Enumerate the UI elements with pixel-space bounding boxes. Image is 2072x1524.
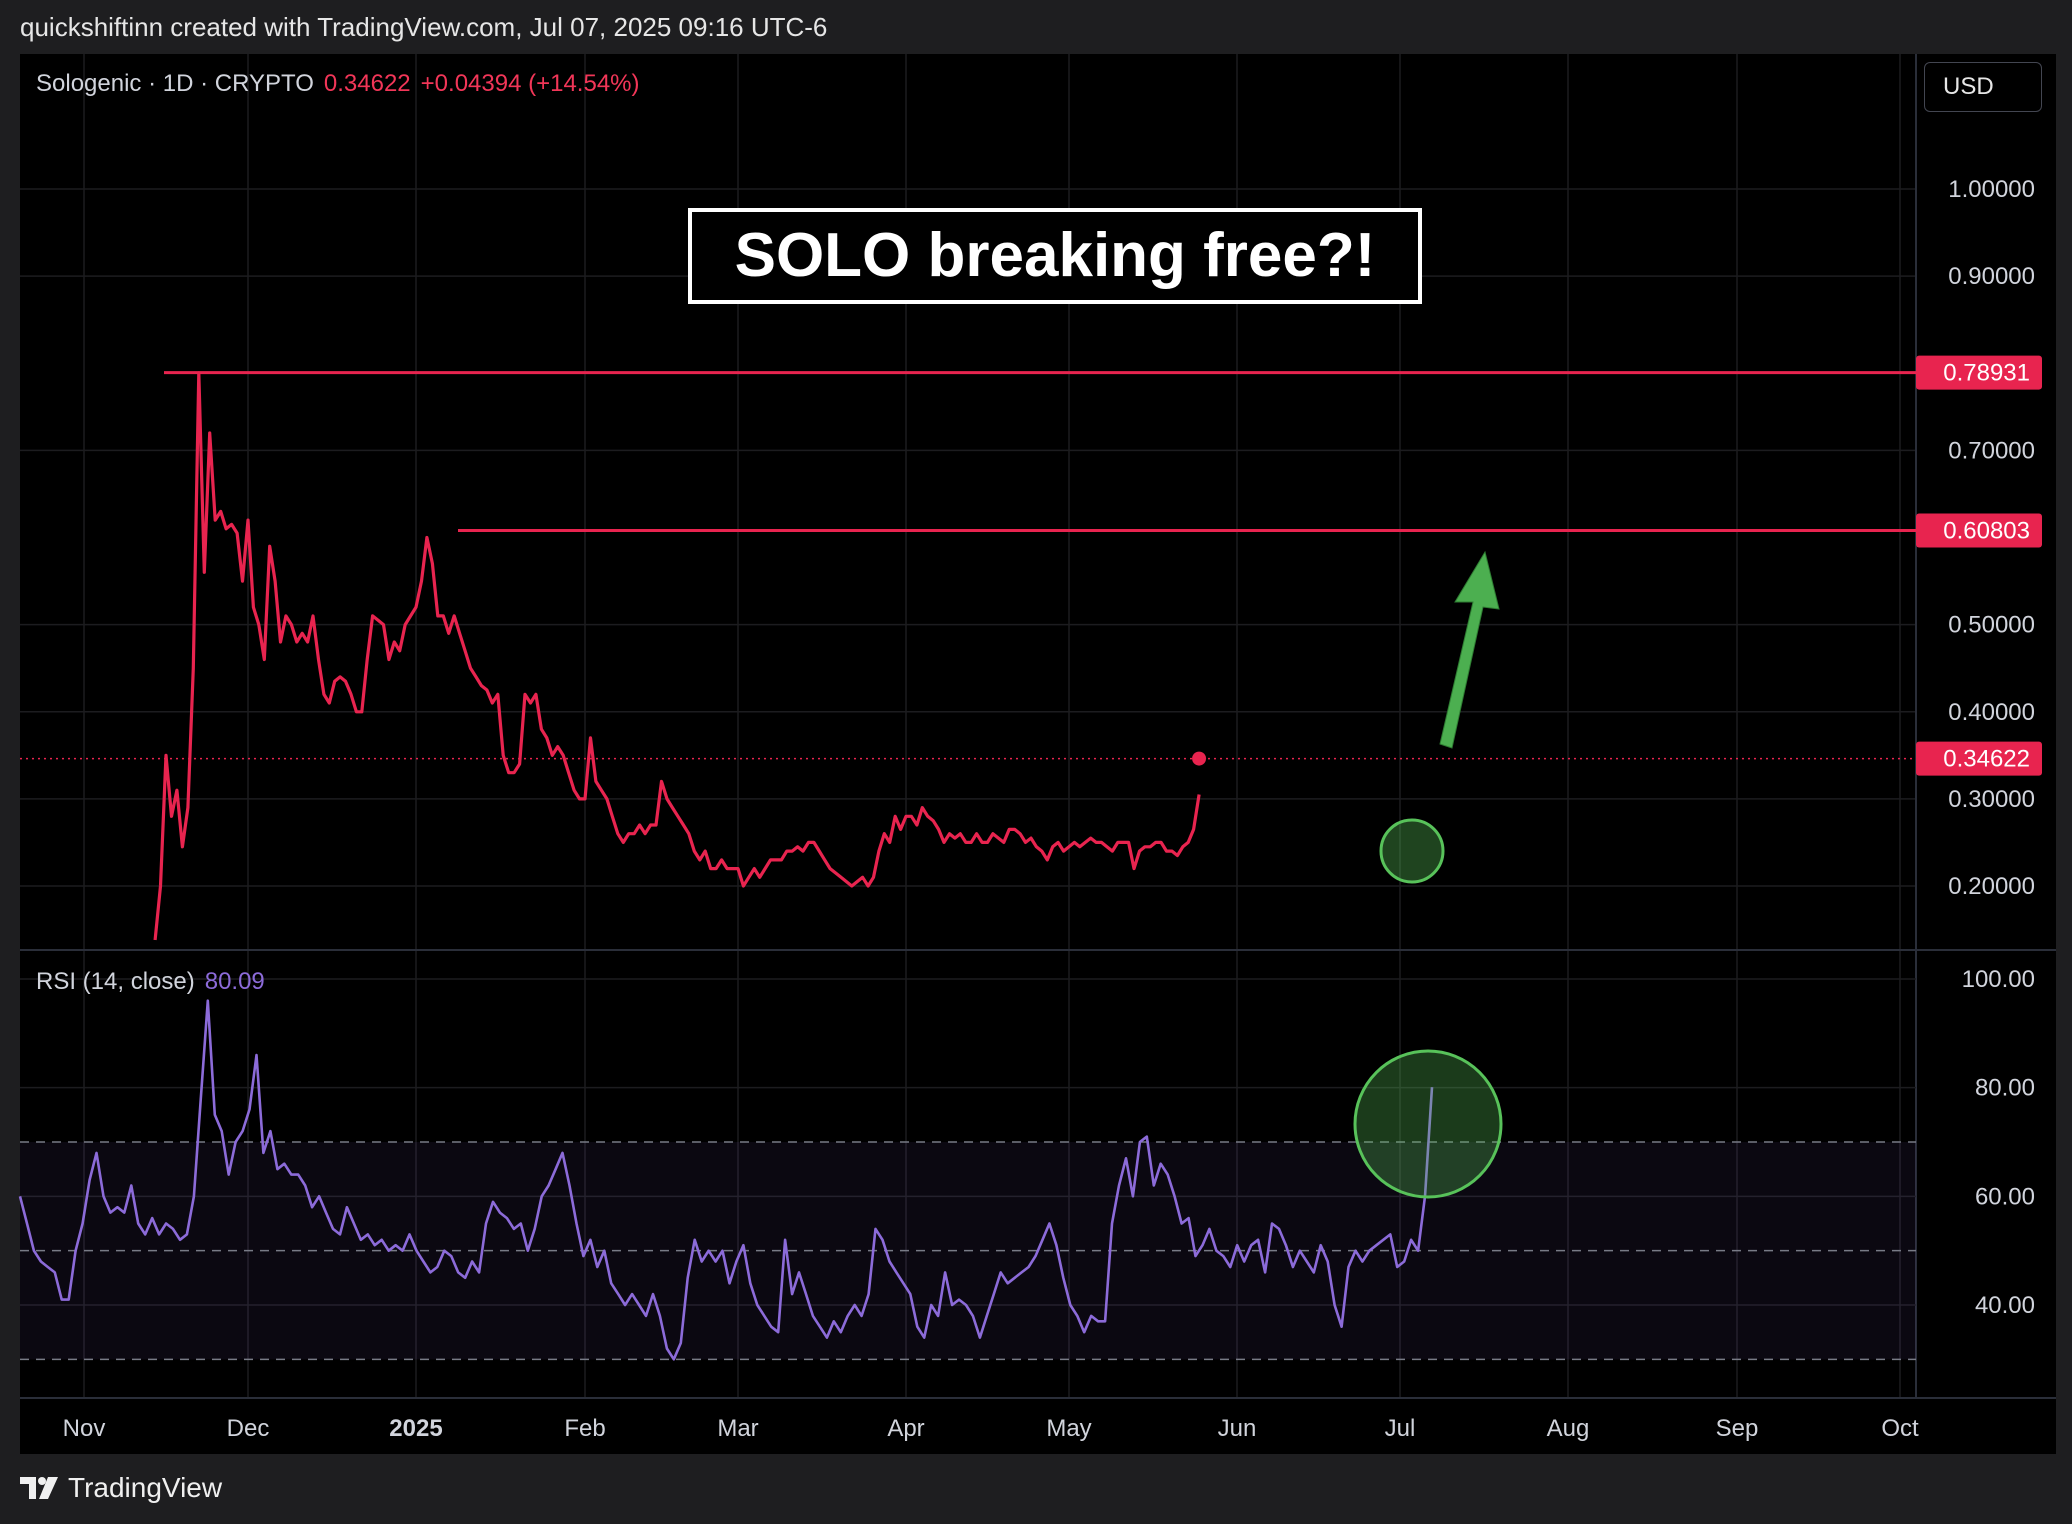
rsi-tick-label: 60.00 — [1975, 1183, 2035, 1210]
rsi-tick-label: 80.00 — [1975, 1075, 2035, 1102]
level-tag-mid: 0.60803 — [1943, 518, 2030, 545]
symbol-price: 0.34622 — [323, 70, 411, 97]
breakout-circle-price — [1379, 818, 1445, 884]
rsi-tick-label: 40.00 — [1975, 1292, 2035, 1319]
price-tick-label: 1.00000 — [1948, 176, 2035, 203]
annotation-title: SOLO breaking free?! — [735, 221, 1376, 290]
axes: 1.00000 0.90000 0.70000 0.50000 0.40000 0.300… — [63, 176, 2042, 1442]
time-tick-label: Oct — [1881, 1415, 1919, 1442]
rsi-value: 80.09 — [204, 968, 265, 995]
price-tick-label: 0.70000 — [1948, 437, 2035, 464]
time-tick-label: Jul — [1385, 1415, 1416, 1442]
time-tick-label: 2025 — [389, 1415, 442, 1442]
symbol-change: +0.04394 (+14.54%) — [420, 70, 640, 97]
rsi-label: RSI (14, close) — [36, 968, 195, 995]
rsi-tick-label: 100.00 — [1962, 966, 2035, 993]
price-tick-label: 0.30000 — [1948, 786, 2035, 813]
current-price-tag-bg — [1916, 741, 2042, 776]
current-price-tag: 0.34622 — [1943, 746, 2030, 773]
time-tick-label: Mar — [717, 1415, 758, 1442]
price-tick-label: 0.90000 — [1948, 263, 2035, 290]
title-box — [688, 208, 1422, 304]
rsi-line — [18, 999, 1434, 1361]
currency-button[interactable]: USD — [1924, 62, 2042, 112]
rsi-series — [18, 999, 1434, 1361]
price-series — [153, 371, 1207, 941]
horizontal-levels — [20, 371, 1916, 760]
time-tick-label: Jun — [1218, 1415, 1257, 1442]
time-tick-label: Aug — [1547, 1415, 1590, 1442]
price-line — [153, 371, 1201, 941]
price-tick-label: 0.40000 — [1948, 699, 2035, 726]
price-tick-label: 0.20000 — [1948, 873, 2035, 900]
time-tick-label: Apr — [887, 1415, 924, 1442]
time-tick-label: Feb — [564, 1415, 605, 1442]
time-tick-label: Sep — [1716, 1415, 1759, 1442]
brand-name: TradingView — [68, 1472, 223, 1503]
breakout-circle-rsi — [1353, 1049, 1503, 1199]
time-tick-label: Dec — [227, 1415, 270, 1442]
level-tag-high-bg — [1916, 355, 2042, 390]
tradingview-logo-icon — [20, 1477, 58, 1499]
rsi-band — [20, 1141, 1916, 1361]
last-price-dot — [1192, 751, 1207, 766]
symbol-name: Sologenic · 1D · CRYPTO — [36, 70, 314, 97]
up-arrow-icon — [1439, 550, 1500, 749]
annotations: SOLO breaking free?! — [688, 208, 1503, 1199]
symbol-legend: Sologenic · 1D · CRYPTO 0.34622 +0.04394 (… — [36, 70, 640, 98]
price-tick-label: 0.50000 — [1948, 612, 2035, 639]
level-tag-mid-bg — [1916, 513, 2042, 548]
time-tick-label: Nov — [63, 1415, 106, 1442]
tradingview-brand[interactable]: TradingView — [20, 1472, 222, 1504]
grid-layer — [20, 54, 2056, 1399]
time-tick-label: May — [1046, 1415, 1091, 1442]
level-tag-high: 0.78931 — [1943, 360, 2030, 387]
rsi-legend: RSI (14, close) 80.09 — [36, 968, 265, 996]
chart-attribution: quickshiftinn created with TradingView.c… — [20, 12, 828, 42]
